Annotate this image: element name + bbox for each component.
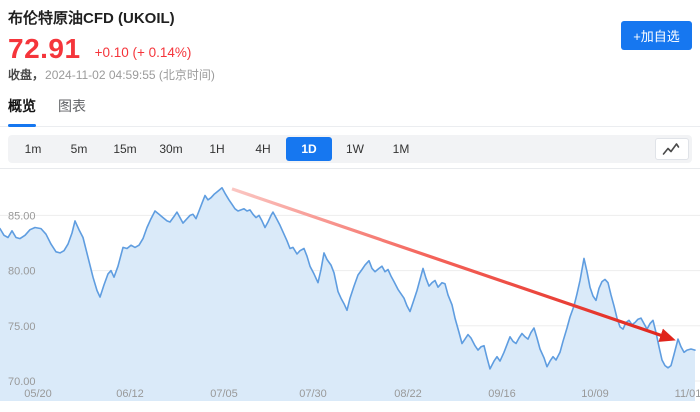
timeframe-list: 1m 5m 15m 30m 1H 4H 1D 1W 1M xyxy=(8,137,424,161)
area-fill xyxy=(0,187,695,401)
timeframe-button-4h[interactable]: 4H xyxy=(255,142,271,156)
tab-chart[interactable]: 图表 xyxy=(58,98,86,114)
page-title: 布伦特原油CFD (UKOIL) xyxy=(8,10,175,27)
x-axis-label: 08/22 xyxy=(394,388,422,400)
tab-bar: 概览 图表 xyxy=(0,96,700,127)
timeframe-bar: 1m 5m 15m 30m 1H 4H 1D 1W 1M xyxy=(8,135,692,163)
timeframe-button-1m[interactable]: 1M xyxy=(392,142,410,156)
timeframe-button-15m[interactable]: 15m xyxy=(113,142,137,156)
x-axis-label: 07/30 xyxy=(299,388,327,400)
timeframe-button-1d[interactable]: 1D xyxy=(286,137,332,161)
market-status-label: 收盘， xyxy=(8,68,45,82)
line-chart-icon xyxy=(662,143,680,155)
chart-area[interactable]: 85.00 80.00 75.00 70.00 05/20 06/12 07/05 07/30… xyxy=(0,168,700,401)
y-axis-label: 70.00 xyxy=(8,376,36,388)
quote-meta: 收盘，2024-11-02 04:59:55 (北京时间) xyxy=(8,67,692,83)
x-axis-label: 06/12 xyxy=(116,388,144,400)
timeframe-button-1m[interactable]: 1m xyxy=(24,142,42,156)
x-axis-label: 11/01 xyxy=(675,388,700,400)
add-watchlist-button[interactable]: +加自选 xyxy=(621,21,692,50)
quote-timestamp: 2024-11-02 04:59:55 (北京时间) xyxy=(45,68,215,82)
x-axis-label: 09/16 xyxy=(488,388,516,400)
chart-style-button[interactable] xyxy=(655,138,689,160)
y-axis-label: 75.00 xyxy=(8,321,36,333)
y-axis-label: 85.00 xyxy=(8,210,36,222)
last-price: 72.91 xyxy=(8,33,81,64)
price-row: 72.91 +0.10 (+ 0.14%) xyxy=(8,34,692,64)
timeframe-button-5m[interactable]: 5m xyxy=(70,142,88,156)
tab-overview[interactable]: 概览 xyxy=(8,96,36,127)
timeframe-button-1w[interactable]: 1W xyxy=(346,142,364,156)
x-axis-label: 05/20 xyxy=(24,388,52,400)
timeframe-button-30m[interactable]: 30m xyxy=(159,142,183,156)
trend-arrow xyxy=(231,187,676,342)
y-axis-label: 80.00 xyxy=(8,266,36,278)
price-line xyxy=(0,187,696,370)
quote-header: 布伦特原油CFD (UKOIL) +加自选 72.91 +0.10 (+ 0.1… xyxy=(0,0,700,83)
price-change: +0.10 (+ 0.14%) xyxy=(94,45,192,60)
x-axis-label: 10/09 xyxy=(581,388,609,400)
x-axis-label: 07/05 xyxy=(210,388,238,400)
timeframe-button-1h[interactable]: 1H xyxy=(209,142,225,156)
